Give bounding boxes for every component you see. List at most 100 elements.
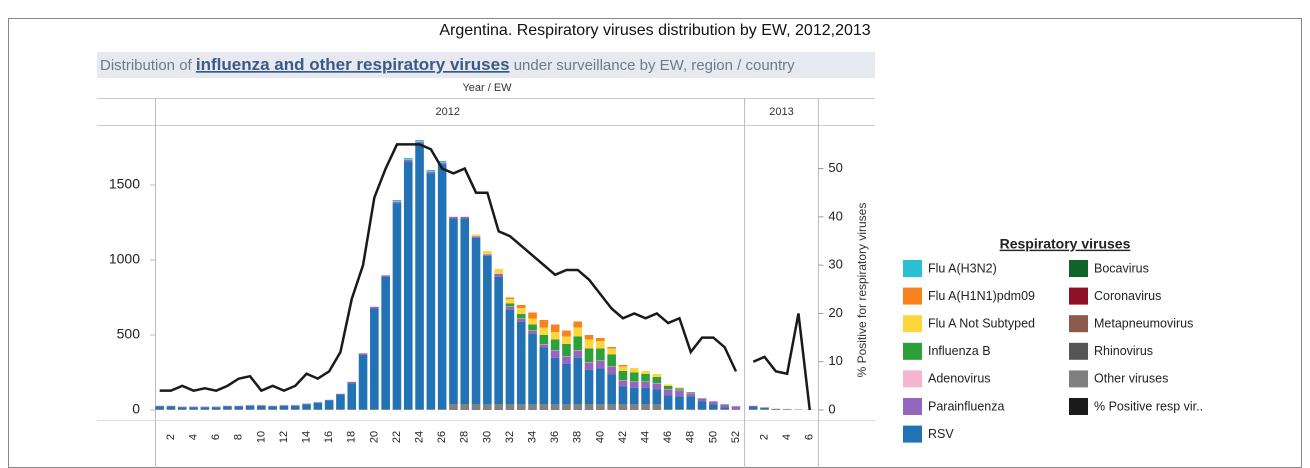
bar-segment	[539, 335, 549, 344]
header-suffix: under surveillance by EW, region / count…	[510, 57, 796, 74]
x-axis-title: Year / EW	[462, 82, 512, 94]
bar-segment	[336, 409, 345, 410]
group-label: 2013	[769, 106, 793, 118]
bar-segment	[358, 409, 368, 410]
x-tick-label: 12	[278, 431, 290, 443]
bar-segment	[234, 409, 244, 410]
legend-swatch	[903, 425, 922, 443]
bar-segment	[641, 404, 650, 410]
header-link[interactable]: influenza and other respiratory viruses	[196, 55, 510, 74]
bar-segment	[528, 330, 537, 334]
legend-swatch	[1069, 287, 1088, 305]
legend-label: RSV	[928, 427, 954, 441]
bar-segment	[584, 362, 594, 370]
bar-segment	[539, 327, 549, 335]
bar-segment	[460, 404, 470, 410]
legend-label: Parainfluenza	[928, 399, 1004, 413]
bar-segment	[528, 404, 537, 410]
bar-segment	[720, 407, 729, 410]
bar-segment	[641, 381, 650, 388]
legend-swatch	[1069, 398, 1088, 415]
x-tick-label: 14	[300, 431, 312, 443]
bar-segment	[460, 218, 470, 404]
bar-segment	[189, 407, 198, 410]
y2-axis-title: % Positive for respiratory viruses	[855, 203, 869, 378]
bar-segment	[596, 368, 605, 404]
header-band	[97, 52, 875, 78]
x-tick-label: 16	[323, 431, 335, 443]
bar-segment	[709, 409, 718, 410]
bar-segment	[505, 303, 515, 307]
bar-segment	[663, 384, 673, 386]
bar-segment	[177, 407, 187, 410]
bar-segment	[539, 404, 549, 410]
bar-segment	[505, 309, 515, 404]
legend-label: Flu A Not Subtyped	[928, 316, 1035, 330]
bar-segment	[211, 409, 221, 410]
legend-swatch	[903, 370, 922, 388]
legend-label: Flu A(H1N1)pdm09	[928, 289, 1035, 303]
bar-segment	[629, 404, 639, 410]
bar-segment	[573, 336, 583, 350]
bar-segment	[607, 354, 616, 367]
y-tick-label: 1500	[109, 176, 140, 192]
bar-segment	[483, 255, 492, 404]
legend-label: Rhinovirus	[1094, 344, 1153, 358]
bar-segment	[505, 299, 515, 304]
legend-swatch	[903, 342, 922, 360]
bar-segment	[607, 374, 616, 404]
bar-segment	[663, 409, 673, 410]
bar-segment	[449, 218, 458, 404]
group-label: 2012	[436, 106, 460, 118]
y-tick-label: 500	[117, 326, 141, 342]
bar-segment	[675, 387, 684, 389]
bar-segment	[245, 405, 255, 410]
bar-segment	[641, 371, 650, 374]
positivity-line	[752, 313, 811, 411]
bar-segment	[257, 405, 266, 410]
bar-segment	[426, 173, 436, 410]
y2-tick-label: 20	[828, 305, 842, 320]
y2-tick-label: 30	[828, 257, 842, 272]
bar-segment	[641, 387, 650, 404]
x-tick-label: 50	[707, 431, 719, 443]
bar-segment	[381, 409, 390, 410]
bar-segment	[324, 400, 334, 410]
bar-segment	[550, 357, 560, 404]
x-tick-label: 10	[255, 431, 267, 443]
legend-swatch	[1069, 260, 1088, 277]
bar-segment	[505, 306, 515, 310]
x-tick-label: 18	[346, 431, 358, 443]
bar-segment	[652, 374, 662, 377]
y-tick-label: 1000	[109, 251, 140, 267]
x-tick-label: 26	[436, 431, 448, 443]
bar-segment	[245, 409, 255, 410]
y2-tick-label: 0	[828, 401, 835, 416]
x-tick-label: 2	[165, 434, 177, 440]
bar-segment	[516, 305, 526, 308]
bar-segment	[234, 406, 244, 410]
bar-segment	[686, 393, 696, 397]
bar-segment	[550, 350, 560, 358]
bar-segment	[437, 164, 447, 410]
bar-segment	[415, 140, 424, 142]
bar-segment	[268, 406, 277, 410]
bar-segment	[550, 332, 560, 340]
bar-segment	[505, 297, 515, 299]
bar-segment	[403, 159, 413, 162]
bar-segment	[607, 404, 616, 410]
figure-title: Argentina. Respiratory viruses distribut…	[439, 22, 870, 39]
bar-segment	[381, 276, 390, 410]
bar-segment	[313, 409, 323, 410]
bar-segment	[697, 401, 707, 410]
legend-swatch	[1069, 370, 1088, 388]
bar-segment	[290, 405, 300, 410]
bar-segment	[584, 348, 594, 362]
bar-segment	[392, 200, 402, 202]
bar-segment	[516, 318, 526, 322]
bar-segment	[618, 380, 628, 387]
bar-segment	[483, 251, 492, 254]
bar-segment	[607, 366, 616, 375]
